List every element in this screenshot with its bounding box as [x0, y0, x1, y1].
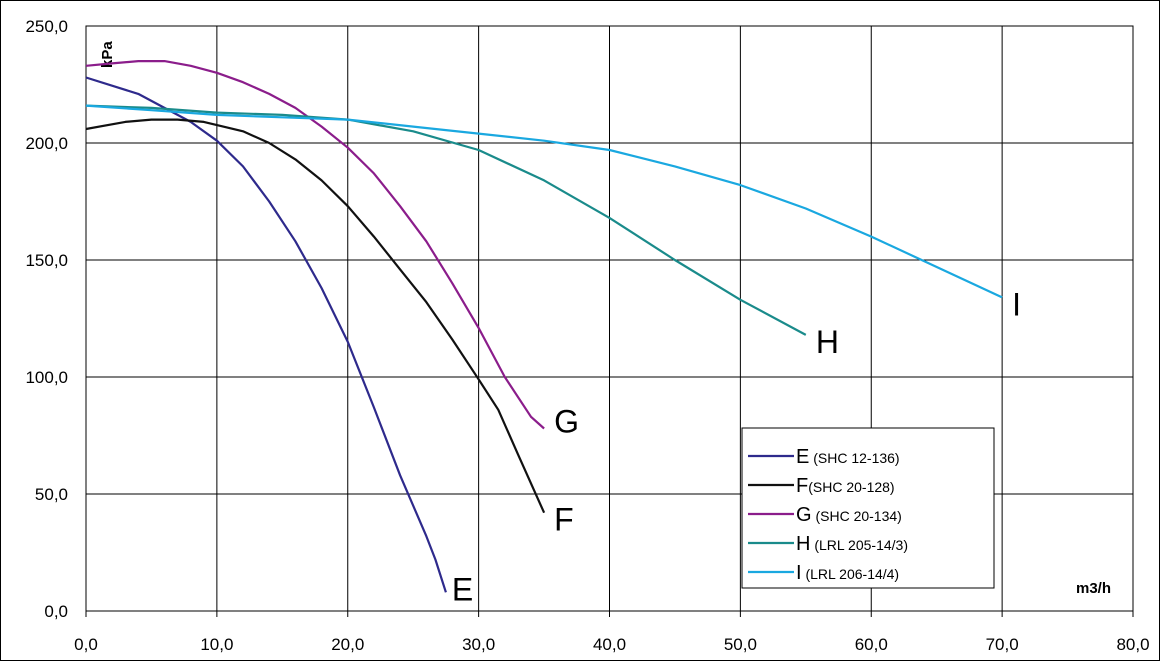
x-tick-label: 50,0 — [724, 635, 757, 654]
curve-end-labels: E F G H I — [452, 286, 1021, 607]
series-line-f — [85, 118, 546, 514]
x-tick-label: 40,0 — [593, 635, 626, 654]
plot-frame — [85, 25, 1134, 612]
end-label-e: E — [452, 571, 473, 607]
series-line-h — [85, 104, 807, 336]
y-tick-label: 100,0 — [25, 368, 68, 387]
end-label-g: G — [554, 403, 579, 439]
legend-entry-e: E (SHC 12-136) — [796, 446, 900, 468]
legend-entry-h: H (LRL 205-14/3) — [796, 533, 908, 555]
x-tick-label: 10,0 — [200, 635, 233, 654]
legend-box — [741, 427, 995, 589]
y-tick-label: 0,0 — [44, 602, 68, 621]
x-axis-title: m3/h — [1076, 580, 1111, 597]
legend: E (SHC 12-136) F(SHC 20-128) G (SHC 20-134… — [741, 427, 995, 589]
legend-entry-f: F(SHC 20-128) — [796, 475, 895, 497]
series-lines — [85, 59, 1003, 593]
y-tick-label: 250,0 — [25, 17, 68, 36]
end-label-i: I — [1012, 286, 1021, 322]
y-tick-label: 200,0 — [25, 134, 68, 153]
y-axis-title: kPa — [99, 41, 116, 68]
legend-entry-i: I (LRL 206-14/4) — [796, 562, 899, 584]
series-line-e — [85, 76, 447, 593]
end-label-h: H — [816, 324, 839, 360]
series-line-i — [85, 104, 1003, 299]
y-tick-label: 50,0 — [35, 485, 68, 504]
x-tick-label: 30,0 — [462, 635, 495, 654]
series-line-g — [85, 59, 545, 430]
x-tick-label: 20,0 — [331, 635, 364, 654]
legend-entry-g: G (SHC 20-134) — [796, 504, 902, 526]
end-label-f: F — [554, 502, 574, 538]
y-tick-label: 150,0 — [25, 251, 68, 270]
x-axis-ticks: 0,0 10,0 20,0 30,0 40,0 50,0 60,0 70,0 80,0 — [74, 635, 1149, 654]
plot-area-border — [85, 25, 1134, 612]
x-tick-label: 70,0 — [986, 635, 1019, 654]
y-axis-ticks: 0,0 50,0 100,0 150,0 200,0 250,0 — [25, 17, 68, 621]
x-tick-label: 0,0 — [74, 635, 98, 654]
x-tick-label: 80,0 — [1116, 635, 1149, 654]
x-tick-label: 60,0 — [855, 635, 888, 654]
